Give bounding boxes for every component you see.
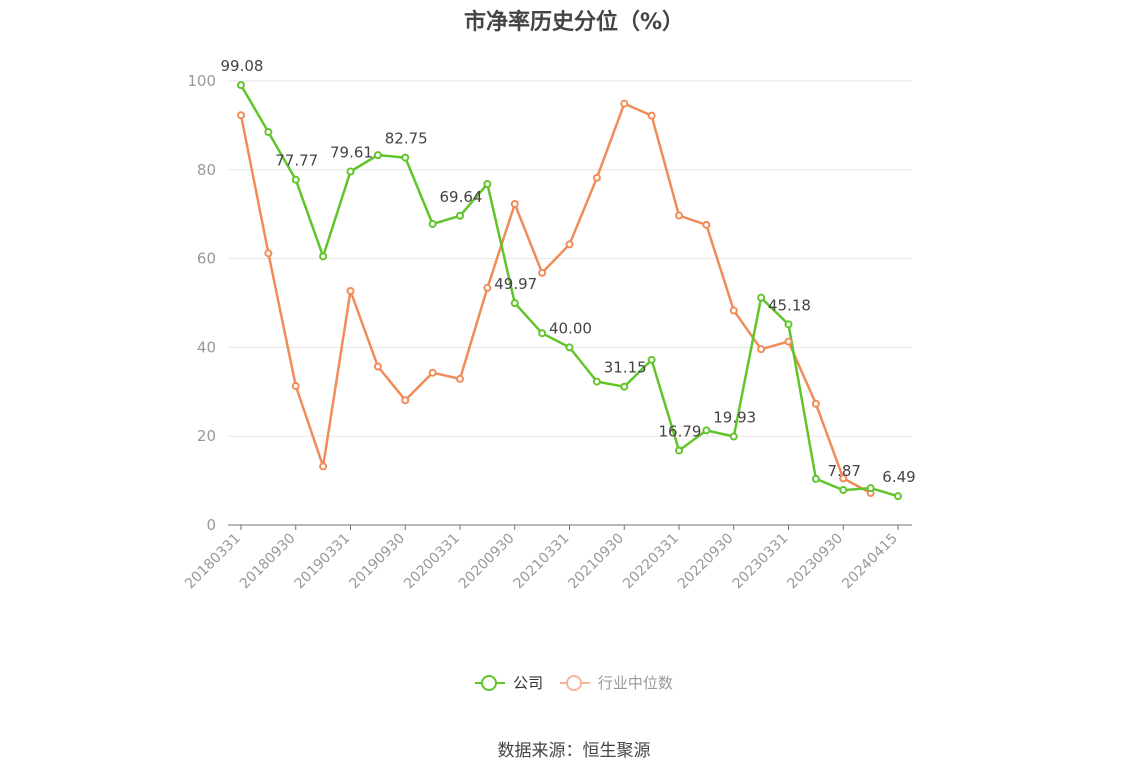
data-label: 49.97 (494, 275, 537, 293)
data-point-company (538, 329, 547, 338)
data-point-industry-median (729, 306, 738, 315)
data-point-company (428, 219, 437, 228)
line-chart: 0 20 40 60 80 100 2018033120180930201903312019… (182, 57, 916, 592)
data-point-company (675, 446, 683, 455)
data-point-company (237, 81, 245, 90)
data-point-company (291, 175, 300, 184)
legend-item-industry-median[interactable]: 行业中位数 (559, 672, 673, 693)
x-tick-label: 20180331 (182, 531, 244, 593)
data-point-industry-median (784, 337, 793, 346)
data-point-company (264, 128, 273, 137)
data-point-industry-median (456, 374, 464, 383)
data-point-industry-median (757, 345, 766, 354)
x-tick-label: 20220930 (675, 531, 737, 593)
data-label: 19.93 (713, 409, 756, 427)
x-tick-label: 20190930 (346, 531, 408, 593)
legend-label-industry-median: 行业中位数 (597, 674, 673, 692)
data-label: 16.79 (659, 422, 702, 440)
grid-lines (228, 80, 912, 437)
x-tick-label: 20230930 (784, 531, 846, 593)
data-point-industry-median (702, 220, 711, 229)
data-label: 6.49 (882, 468, 915, 486)
x-tick-label: 20240415 (839, 531, 901, 593)
data-point-industry-median (675, 211, 683, 220)
data-point-company (839, 486, 848, 495)
data-point-industry-median (428, 368, 437, 377)
data-point-company (346, 167, 355, 176)
x-tick-label: 20190331 (292, 531, 354, 593)
data-label: 45.18 (768, 296, 811, 314)
axes: 0 20 40 60 80 100 2018033120180930201903312019… (182, 72, 912, 592)
data-point-industry-median (346, 287, 355, 296)
data-point-company (784, 320, 793, 329)
series-line-industry-median (239, 102, 872, 495)
data-label: 79.61 (330, 144, 373, 162)
x-tick-label: 20210930 (565, 531, 627, 593)
data-point-industry-median (319, 462, 328, 471)
data-point-industry-median (592, 173, 601, 182)
data-label: 82.75 (385, 130, 428, 148)
data-point-company (456, 211, 464, 220)
chart-title: 市净率历史分位（%） (463, 10, 685, 35)
x-tick-label: 20200930 (456, 531, 518, 593)
data-point-industry-median (839, 474, 848, 483)
x-tick-label: 20220331 (620, 531, 682, 593)
x-tick-label: 20230331 (730, 531, 792, 593)
data-labels: 99.08 77.77 79.61 82.75 69.64 49.97 40.00 31.15… (221, 57, 916, 486)
data-label: 40.00 (549, 319, 592, 337)
legend-label-company: 公司 (513, 674, 544, 692)
data-point-company (373, 151, 382, 160)
data-point-industry-median (538, 268, 547, 277)
data-label: 69.64 (440, 188, 483, 206)
data-point-industry-median (811, 399, 820, 408)
data-point-industry-median (291, 382, 300, 391)
series-points (237, 81, 902, 501)
x-tick-label: 20200331 (401, 531, 463, 593)
data-point-industry-median (483, 283, 492, 292)
data-label: 77.77 (275, 152, 318, 170)
data-point-industry-median (620, 99, 629, 108)
source-note: 数据来源：恒生聚源 (497, 741, 651, 761)
legend-swatch-industry-median (559, 674, 590, 691)
data-point-company (592, 377, 601, 386)
data-point-industry-median (510, 199, 519, 208)
legend: 公司 行业中位数 (0, 672, 1148, 694)
data-point-company (319, 252, 328, 261)
data-label: 31.15 (604, 359, 647, 377)
x-tick-label: 20180930 (237, 531, 299, 593)
data-point-company (401, 153, 410, 162)
data-point-industry-median (373, 362, 382, 371)
data-point-company (894, 492, 902, 501)
y-tick-label: 40 (197, 338, 216, 356)
y-tick-label: 0 (206, 516, 216, 534)
data-point-industry-median (565, 240, 574, 249)
data-point-company (757, 293, 766, 302)
data-point-company (647, 355, 656, 364)
data-point-industry-median (264, 249, 273, 258)
data-point-company (565, 343, 574, 352)
data-point-industry-median (237, 111, 245, 120)
y-tick-label: 20 (197, 427, 216, 445)
data-point-company (811, 474, 820, 483)
data-point-company (483, 180, 492, 189)
data-label: 7.87 (828, 462, 861, 480)
data-point-company (866, 484, 875, 493)
data-label: 99.08 (221, 57, 264, 75)
y-tick-label: 100 (187, 72, 216, 90)
y-tick-label: 60 (197, 250, 216, 268)
legend-swatch-company (475, 674, 506, 691)
data-point-industry-median (401, 396, 410, 405)
data-point-company (510, 299, 519, 308)
data-point-industry-median (647, 111, 656, 120)
x-tick-label: 20210331 (511, 531, 573, 593)
data-point-company (702, 426, 711, 435)
data-point-company (729, 432, 738, 441)
y-tick-label: 80 (197, 161, 216, 179)
legend-item-company[interactable]: 公司 (475, 672, 543, 693)
data-point-company (620, 382, 629, 391)
